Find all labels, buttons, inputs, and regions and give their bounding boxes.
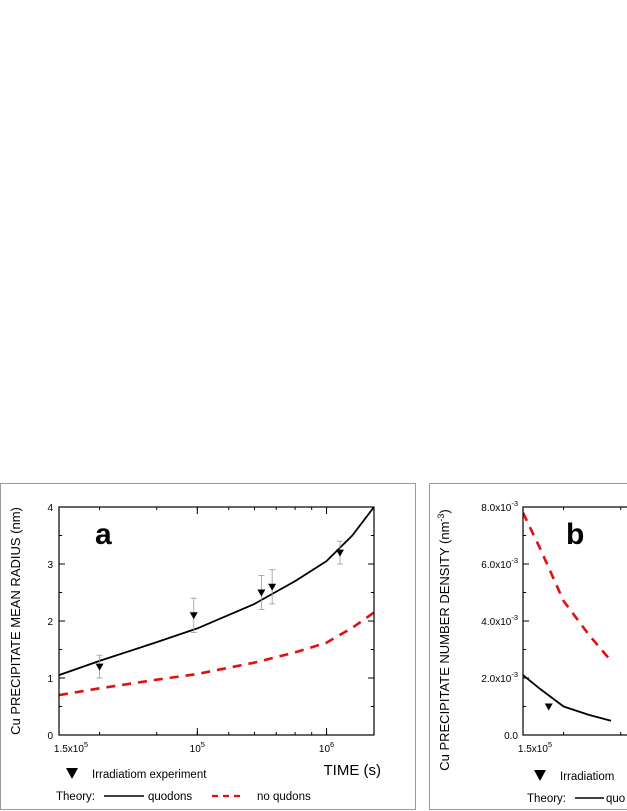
legend-b-quodons-label: quo — [606, 793, 625, 805]
panel-a-data-point — [189, 612, 198, 620]
legend-no-qudons-label: no qudons — [257, 791, 311, 803]
panel-a-letter: a — [95, 518, 112, 551]
panel-a-y-tick-label: 1 — [47, 674, 53, 685]
panel-b-x-tick-label: 1.5x105 — [518, 740, 552, 755]
panel-a-plot-area — [59, 507, 374, 697]
panel-a-x-tick-label: 1.5x105 — [54, 740, 88, 755]
panel-b-ticks: 0.0 2.0x10-3 4.0x10-3 6.0x10-3 8.0x10-3 1.5x1… — [481, 499, 622, 755]
panel-a-series-quodons-line — [59, 507, 374, 676]
panel-b-data-point — [544, 703, 553, 711]
panel-b-y-tick-label: 6.0x10-3 — [481, 556, 518, 571]
panel-a: a 0 1 2 3 4 1.5x105 105 106 Cu PRECIPITATE MEAN… — [0, 483, 416, 810]
panel-a-x-tick-label: 105 — [190, 740, 205, 755]
panel-a-data-point — [257, 589, 266, 597]
panel-a-data-point — [335, 549, 344, 557]
panel-a-x-axis-title: TIME (s) — [324, 762, 382, 779]
legend-marker-triangle — [66, 768, 78, 779]
panel-b: b 0.0 2.0x10-3 4.0x10-3 6.0x10-3 8.0x10-3 1.5… — [429, 483, 627, 810]
legend-b-marker-triangle — [534, 770, 546, 781]
panel-a-series-no-qudons-line — [59, 611, 374, 697]
panel-a-y-tick-label: 0 — [47, 731, 53, 742]
panel-b-plot-area — [523, 512, 612, 722]
panel-a-y-axis-title: Cu PRECIPITATE MEAN RADIUS (nm) — [8, 507, 23, 735]
legend-theory-label: Theory: — [56, 791, 95, 803]
panel-a-data-point — [268, 583, 277, 591]
panel-a-y-tick-label: 2 — [47, 617, 53, 628]
panel-b-border — [429, 483, 627, 810]
legend-b-theory-label: Theory: — [527, 793, 566, 805]
panel-b-y-tick-label: 8.0x10-3 — [481, 499, 518, 514]
panel-b-y-axis-title-sup: -3 — [436, 514, 446, 522]
panel-b-y-tick-label: 0.0 — [504, 731, 518, 742]
panel-a-x-tick-label: 106 — [319, 740, 334, 755]
panel-a-y-tick-label: 3 — [47, 560, 53, 571]
panel-b-y-tick-label: 4.0x10-3 — [481, 613, 518, 628]
panel-b-y-axis-title: Cu PRECIPITATE NUMBER DENSITY (nm-3) — [436, 509, 452, 771]
panel-b-y-tick-label: 2.0x10-3 — [481, 670, 518, 685]
panel-b-series-no-qudons-line — [523, 512, 612, 662]
panel-b-y-axis-title-close: ) — [437, 509, 452, 513]
panel-b-series-quodons-line — [523, 674, 612, 722]
legend-quodons-label: quodons — [148, 791, 192, 803]
panel-a-data-point — [95, 663, 104, 671]
panel-a-y-tick-label: 4 — [47, 503, 53, 514]
panel-a-border — [0, 483, 416, 810]
panel-b-letter: b — [566, 518, 584, 551]
panel-b-legend: Irradiatiom Theory: quo — [527, 770, 625, 805]
legend-marker-label: Irradiatiom experiment — [92, 769, 207, 781]
panel-a-legend: Irradiatiom experiment Theory: quodons n… — [56, 768, 311, 803]
panel-b-y-axis-title-text: Cu PRECIPITATE NUMBER DENSITY (nm — [437, 522, 452, 771]
legend-b-marker-label: Irradiatiom — [560, 771, 614, 783]
panel-a-ticks: 0 1 2 3 4 1.5x105 105 106 — [47, 503, 374, 755]
